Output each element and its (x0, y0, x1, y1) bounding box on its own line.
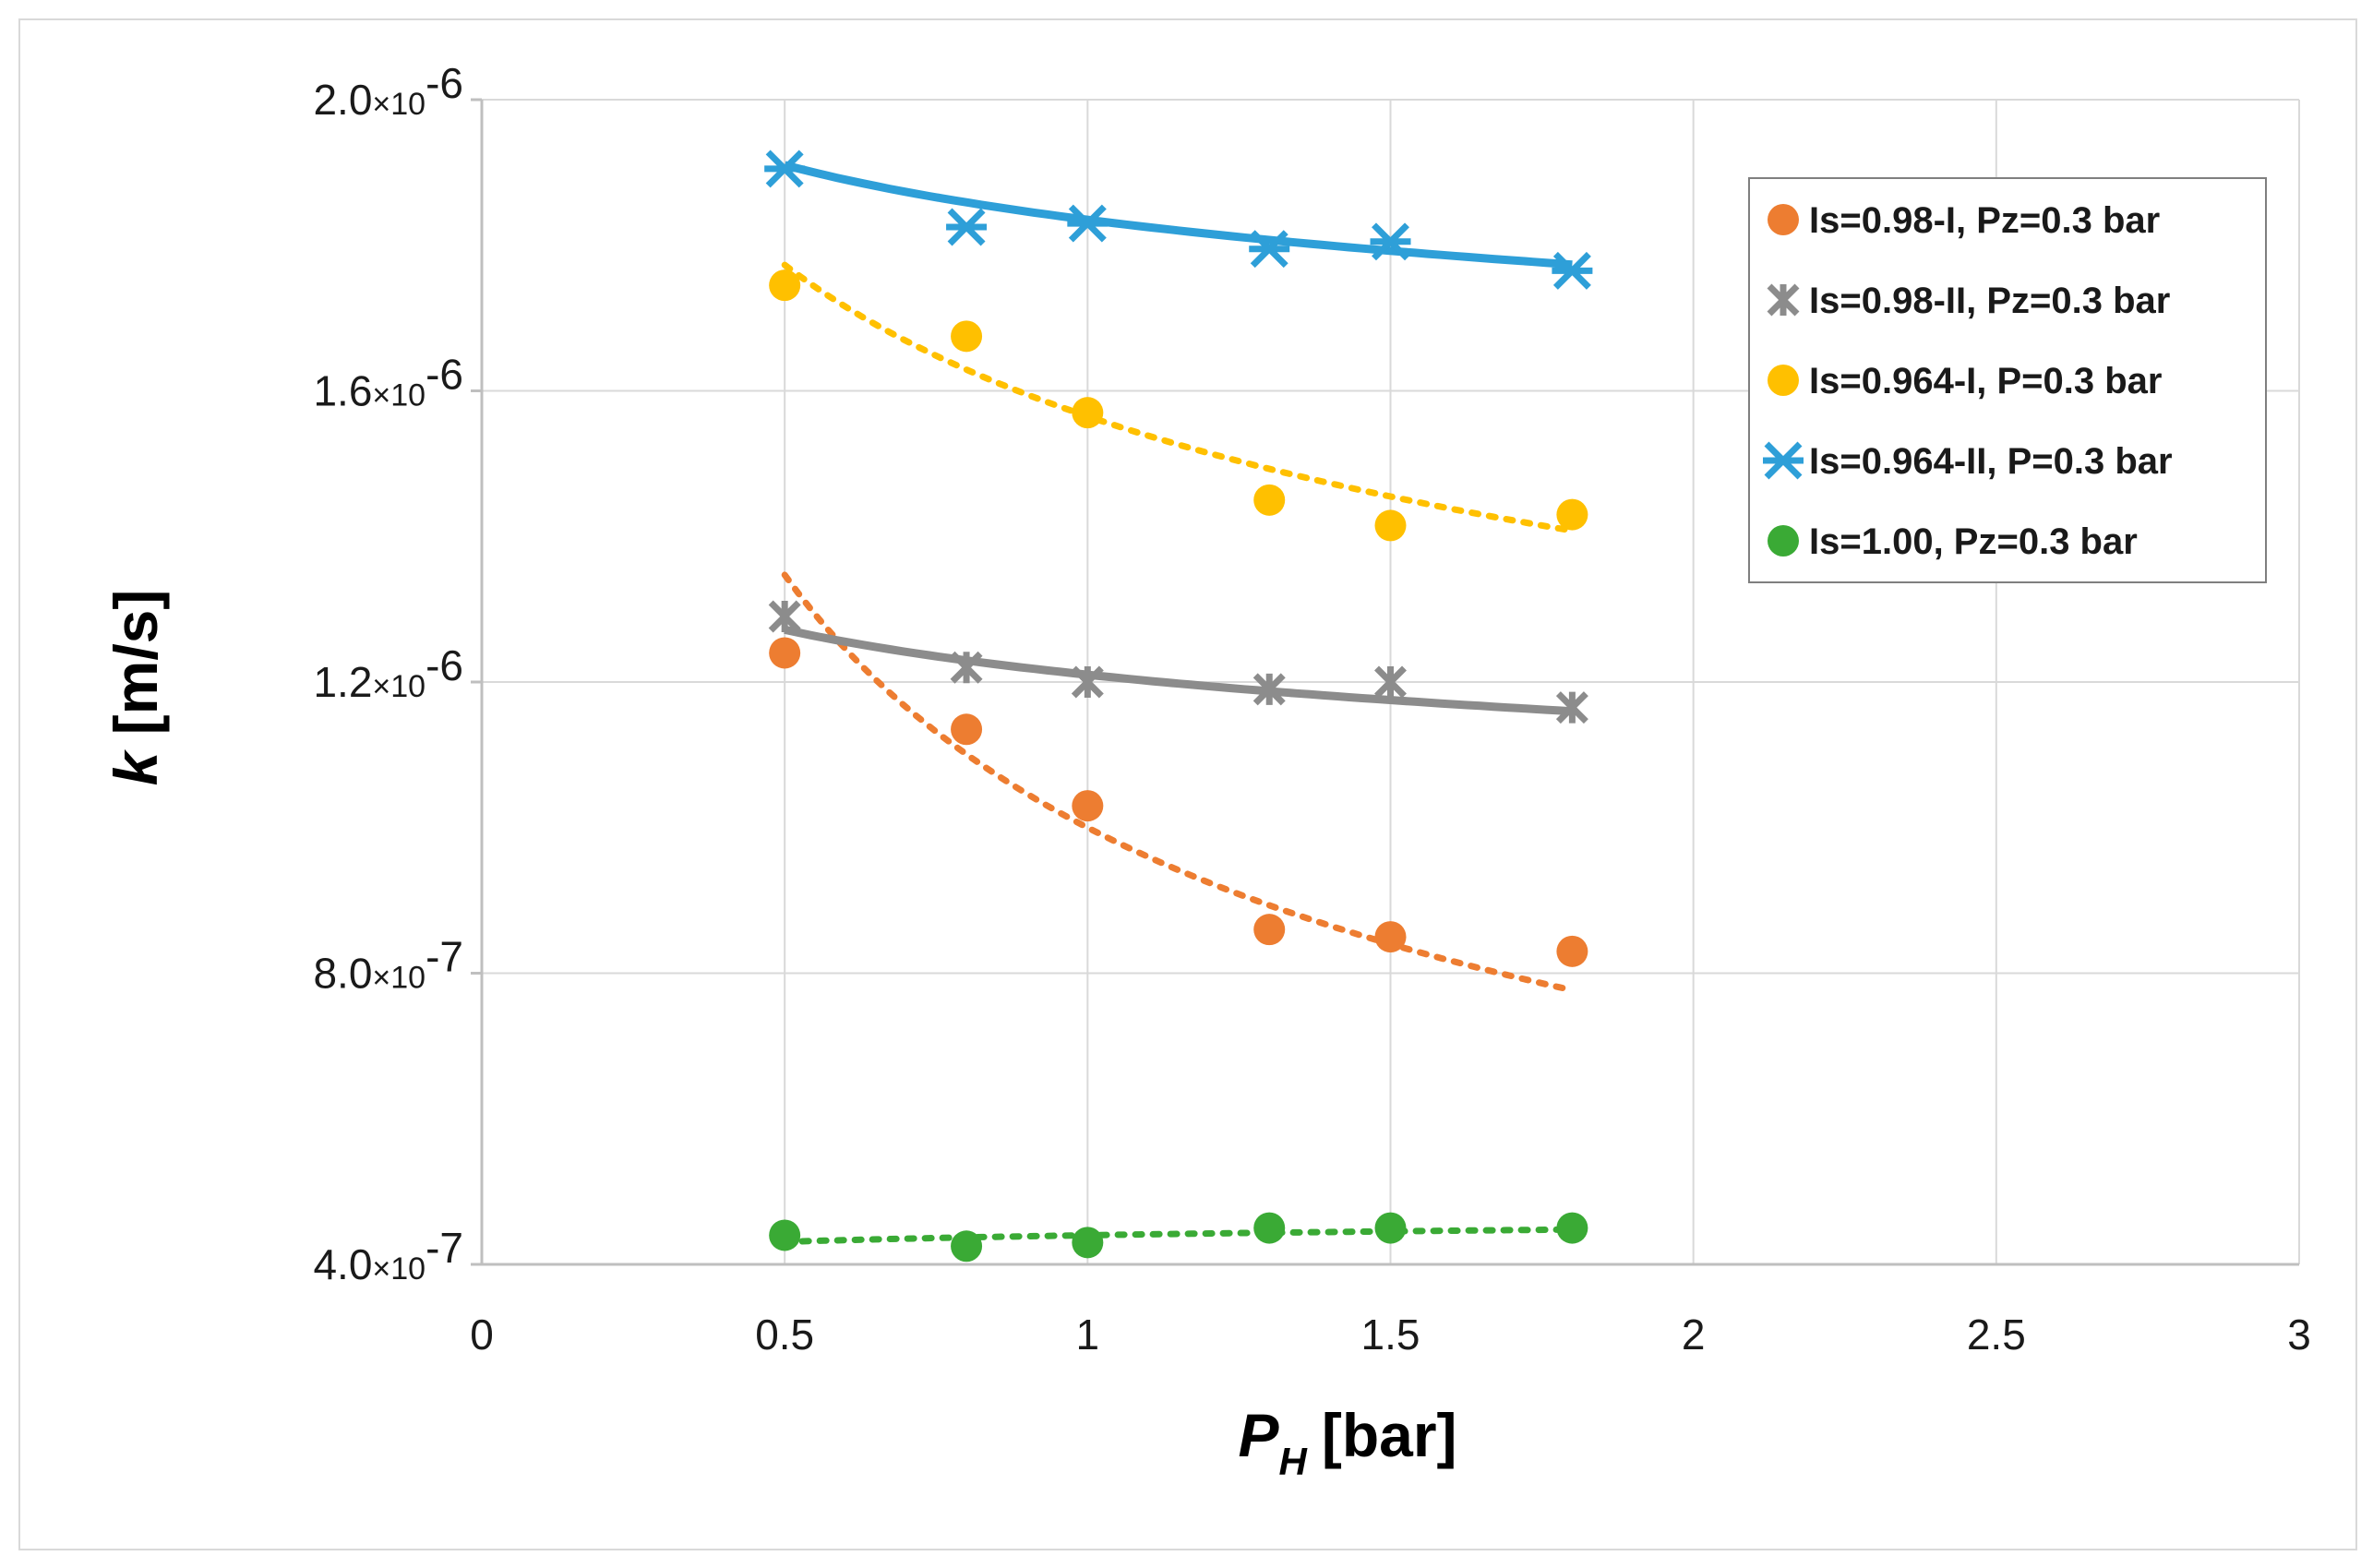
x-tick-label: 0 (470, 1311, 494, 1359)
legend-marker-2 (1767, 283, 1800, 317)
data-point-series-2 (1071, 665, 1104, 699)
data-point-series-5 (1072, 1227, 1104, 1259)
y-tick-label: 4.0×10-7 (313, 1224, 463, 1288)
data-markers (764, 150, 1593, 1263)
trendline-series-3 (781, 261, 1576, 534)
tick-labels: 0 0.5 1 1.5 2 2.5 3 4.0×10-7 8.0×10-7 1.2×10-6 1.6… (313, 59, 2310, 1359)
data-point-series-3 (1556, 498, 1588, 531)
trendline-series-1 (781, 571, 1576, 994)
data-point-series-2 (768, 600, 801, 633)
data-point-series-4 (1067, 204, 1109, 243)
x-tick-label: 3 (2287, 1311, 2311, 1359)
x-tick-label: 2.5 (1967, 1311, 2026, 1359)
data-point-series-1 (951, 713, 983, 746)
legend-marker-5 (1768, 525, 1799, 557)
data-point-series-3 (951, 320, 983, 353)
legend-marker-3 (1768, 365, 1799, 396)
data-point-series-5 (1556, 1212, 1588, 1244)
data-point-series-5 (1253, 1212, 1286, 1244)
y-axis-title: k [m/s] (102, 590, 170, 786)
legend-label-4: Is=0.964-II, P=0.3 bar (1809, 441, 2173, 482)
data-point-series-1 (1556, 935, 1588, 967)
data-point-series-5 (769, 1219, 801, 1251)
data-point-series-2 (1252, 673, 1286, 706)
data-point-series-1 (769, 637, 801, 669)
legend-label-1: Is=0.98-I, Pz=0.3 bar (1809, 200, 2160, 241)
x-tick-label: 0.5 (755, 1311, 814, 1359)
data-point-series-5 (1374, 1212, 1407, 1244)
data-point-series-3 (1072, 397, 1104, 429)
trendlines (781, 161, 1576, 1246)
data-point-series-3 (1253, 484, 1286, 516)
y-tick-label: 1.2×10-6 (313, 641, 463, 706)
y-tick-label: 1.6×10-6 (313, 351, 463, 415)
legend-label-5: Is=1.00, Pz=0.3 bar (1809, 521, 2138, 562)
legend-label-2: Is=0.98-II, Pz=0.3 bar (1809, 281, 2170, 321)
axes (471, 98, 2299, 1266)
data-point-series-4 (1249, 230, 1290, 269)
legend-box (1748, 177, 2267, 583)
data-point-series-1 (1072, 790, 1104, 822)
data-point-series-3 (1374, 509, 1407, 542)
x-tick-label: 1.5 (1361, 1311, 1420, 1359)
trendline-series-5 (781, 1226, 1576, 1246)
trendline-series-2 (784, 625, 1573, 716)
legend-label-3: Is=0.964-I, P=0.3 bar (1809, 361, 2162, 401)
data-point-series-4 (1552, 251, 1593, 290)
data-point-series-2 (1555, 691, 1588, 724)
legend-marker-1 (1768, 204, 1799, 235)
x-tick-label: 2 (1682, 1311, 1706, 1359)
data-point-series-2 (1374, 665, 1407, 699)
data-point-series-4 (764, 150, 806, 188)
data-point-series-4 (1370, 222, 1411, 261)
legend: Is=0.98-I, Pz=0.3 bar Is=0.98-II, Pz=0.3 … (1748, 177, 2267, 583)
data-point-series-1 (1374, 921, 1407, 953)
trendline-series-4 (784, 161, 1573, 269)
x-tick-label: 1 (1076, 1311, 1100, 1359)
legend-marker-4 (1763, 441, 1804, 480)
data-point-series-3 (769, 269, 801, 302)
y-tick-label: 8.0×10-7 (313, 933, 463, 998)
data-point-series-2 (950, 651, 983, 684)
data-point-series-5 (951, 1230, 983, 1263)
data-point-series-4 (946, 208, 988, 246)
x-axis-title: PH [bar] (1238, 1401, 1456, 1483)
y-tick-label: 2.0×10-6 (313, 59, 463, 124)
data-point-series-1 (1253, 914, 1286, 946)
